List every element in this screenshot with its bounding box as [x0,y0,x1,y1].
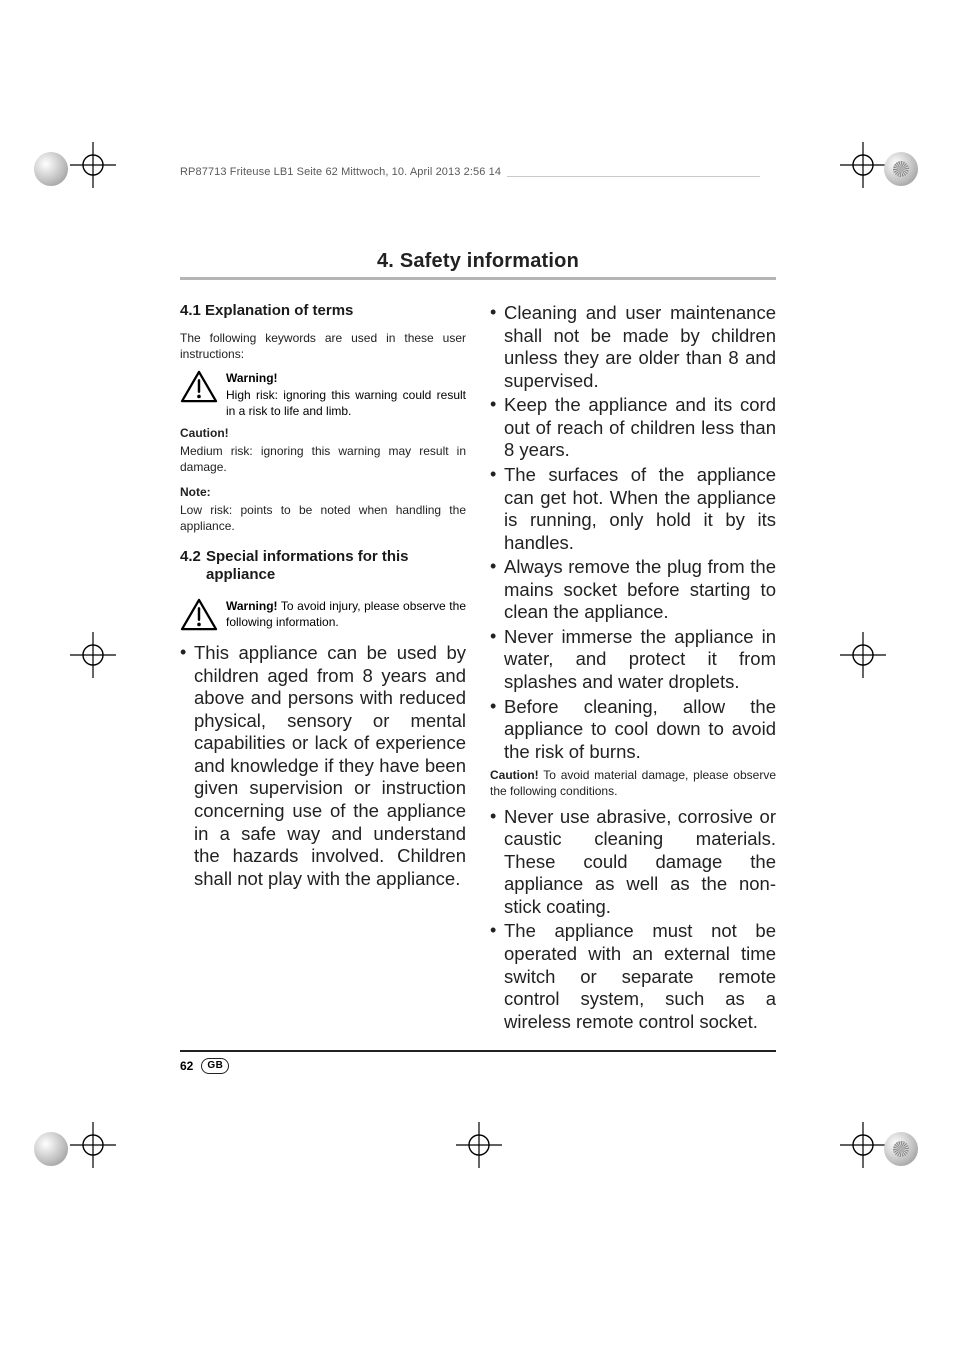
warning-block-2: Warning! To avoid injury, please observe… [226,598,466,630]
list-item: This appliance can be used by children a… [180,642,466,890]
section-rule [180,277,776,280]
intro-text: The following keywords are used in these… [180,330,466,362]
print-ornament-icon [34,152,68,186]
caution-block: Caution! [180,425,466,441]
note-block: Note: [180,484,466,500]
note-label: Note: [180,485,211,499]
list-item: The surfaces of the appliance can get ho… [490,464,776,554]
list-item: Before cleaning, allow the appliance to … [490,696,776,764]
list-item: Never immerse the appliance in water, an… [490,626,776,694]
warning-label: Warning! [226,371,278,385]
warning-block: Warning! High risk: ignoring this warning… [226,370,466,419]
section-title: 4. Safety information [180,250,776,273]
print-registration-mark-icon [838,630,888,680]
caution-label: Caution! [180,426,229,440]
print-ornament-icon [884,1132,918,1166]
running-head-text: RP87713 Friteuse LB1 Seite 62 Mittwoch, … [180,166,507,178]
warning-triangle-icon [180,598,218,632]
note-text: Low risk: points to be noted when handli… [180,502,466,534]
print-registration-mark-icon [68,140,118,190]
print-ornament-icon [34,1132,68,1166]
list-item: Cleaning and user maintenance shall not … [490,302,776,392]
caution-text: Medium risk: ignoring this warning may r… [180,443,466,475]
running-head: RP87713 Friteuse LB1 Seite 62 Mittwoch, … [180,166,507,178]
warning-label-2: Warning! [226,599,278,613]
print-ornament-icon [884,152,918,186]
print-registration-mark-icon [68,630,118,680]
list-item: The appliance must not be operated with … [490,920,776,1033]
print-registration-mark-icon [838,1120,888,1170]
list-item: Keep the appliance and its cord out of r… [490,394,776,462]
safety-list-right-a: Cleaning and user maintenance shall not … [490,302,776,763]
page-number: 62 [180,1059,193,1073]
page-footer: 62 GB [180,1050,776,1074]
heading-4-1: 4.1 Explanation of terms [180,302,466,320]
print-registration-mark-icon [454,1120,504,1170]
safety-list-right-b: Never use abrasive, corrosive or caustic… [490,806,776,1034]
safety-list-left: This appliance can be used by children a… [180,642,466,890]
warning-triangle-icon [180,370,218,419]
warning-text: High risk: ignoring this warning could r… [226,388,466,418]
caution-block-2: Caution! To avoid material damage, pleas… [490,767,776,799]
caution-label-2: Caution! [490,768,539,782]
language-badge: GB [201,1058,229,1074]
print-registration-mark-icon [68,1120,118,1170]
list-item: Never use abrasive, corrosive or caustic… [490,806,776,919]
heading-4-2: 4.2 Special informations for this applia… [180,548,466,584]
print-registration-mark-icon [838,140,888,190]
list-item: Always remove the plug from the mains so… [490,556,776,624]
